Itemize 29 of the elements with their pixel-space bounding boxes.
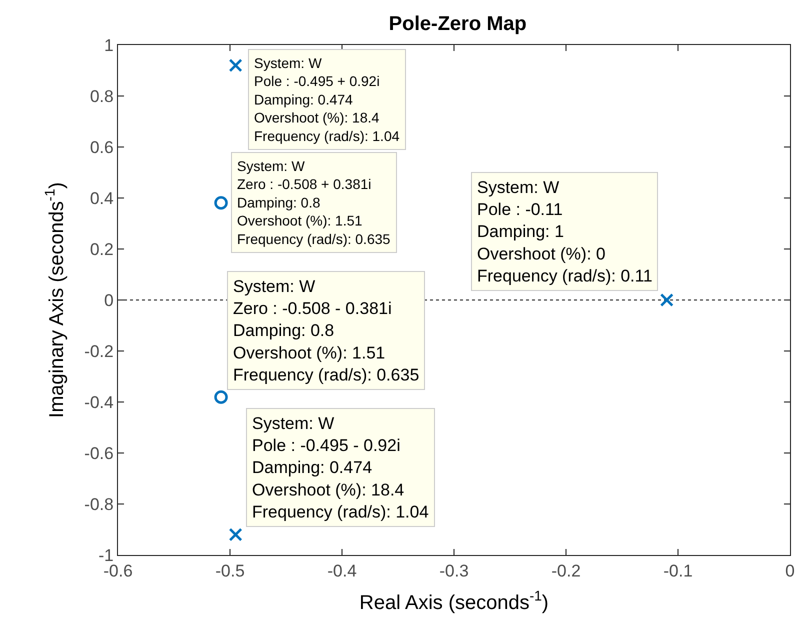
y-tick-label: -0.6 bbox=[84, 444, 114, 463]
point bbox=[228, 58, 242, 72]
annotation: System: W Pole : -0.495 - 0.92i Damping: 0.474 Overshoot (%): 18.4 Frequency (rad/s): 1.04 bbox=[252, 414, 429, 522]
x-tick-label: -0.4 bbox=[327, 561, 357, 580]
x-tick-label: -0.2 bbox=[551, 561, 581, 580]
y-tick-label: 0 bbox=[104, 290, 114, 310]
y-tick-label: 0.8 bbox=[90, 86, 114, 106]
y-tick-label: 1 bbox=[104, 36, 114, 55]
x-tick-label: -0.3 bbox=[439, 561, 469, 580]
y-tick-label: -0.4 bbox=[84, 392, 114, 412]
annotation: System: W Zero : -0.508 - 0.381i Damping: 0.8 Overshoot (%): 1.51 Frequency (rad/s): 0.635 bbox=[233, 277, 420, 384]
y-tick-label: 0.2 bbox=[90, 240, 114, 259]
y-tick-label: 0.6 bbox=[90, 138, 114, 157]
chart-title: Pole-Zero Map bbox=[388, 12, 527, 35]
x-tick-label: -0.1 bbox=[663, 561, 693, 580]
annotation: System: W Pole : -0.495 + 0.92i Damping: 0.474 Overshoot (%): 18.4 Frequency (rad/s): 1.04 bbox=[254, 55, 400, 144]
y-tick-label: -0.2 bbox=[84, 342, 114, 361]
point bbox=[214, 390, 228, 404]
y-tick-label: -1 bbox=[98, 546, 114, 565]
annotation: System: W Zero : -0.508 + 0.381i Damping: 0.8 Overshoot (%): 1.51 Frequency (rad/s): 0.635 bbox=[237, 158, 391, 247]
annotation: System: W Pole : -0.11 Damping: 1 Overshoot (%): 0 Frequency (rad/s): 0.11 bbox=[477, 178, 652, 286]
x-tick-label: 0 bbox=[785, 561, 795, 580]
x-axis-title: Real Axis (seconds$^{-1}$) bbox=[359, 588, 549, 614]
x-tick-label: -0.5 bbox=[215, 561, 245, 580]
y-tick-label: -0.8 bbox=[84, 494, 114, 514]
point bbox=[214, 196, 228, 210]
point bbox=[660, 293, 674, 307]
point bbox=[228, 528, 242, 542]
y-tick-label: 0.4 bbox=[90, 188, 114, 208]
